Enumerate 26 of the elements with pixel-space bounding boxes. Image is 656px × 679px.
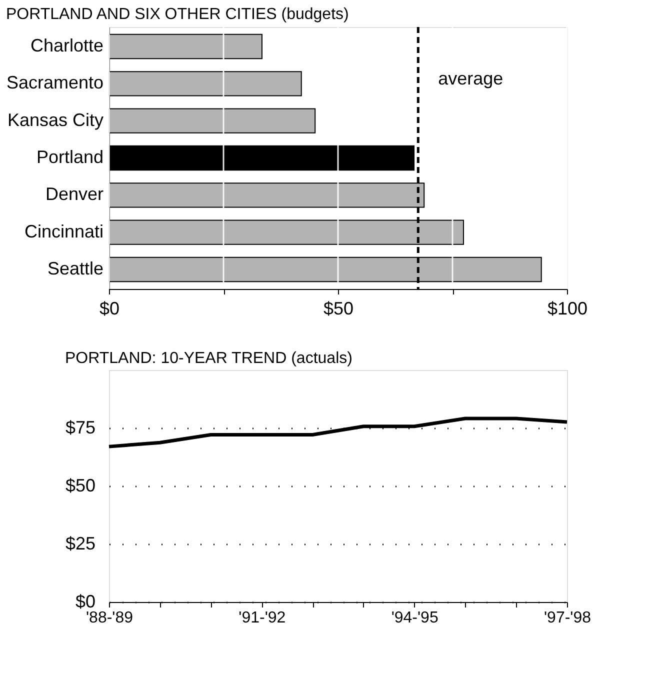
y-tick-label: $75 xyxy=(65,418,96,438)
y-tick-label: Sacramento xyxy=(6,72,104,93)
bar xyxy=(108,34,262,60)
x-tick-label: '88-'89 xyxy=(86,610,134,626)
bar xyxy=(108,145,415,171)
x-tick-label: '97-'98 xyxy=(544,610,592,626)
chart-title: PORTLAND: 10-YEAR TREND (actuals) xyxy=(64,350,352,367)
line-series xyxy=(107,416,569,448)
y-tick-label: Denver xyxy=(45,184,104,204)
x-tick-label: '91-'92 xyxy=(238,610,286,626)
x-tick-label: $0 xyxy=(99,298,120,318)
y-tick-label: $0 xyxy=(75,592,96,612)
x-tick-label: '94-'95 xyxy=(391,610,438,626)
ref-line-label: average xyxy=(438,68,504,88)
y-tick-label: Kansas City xyxy=(7,110,104,130)
bar xyxy=(108,108,316,134)
chart-title: PORTLAND AND SIX OTHER CITIES (budgets) xyxy=(6,6,349,23)
x-tick-label: $50 xyxy=(323,298,354,318)
y-tick-label: Portland xyxy=(36,147,104,167)
y-tick-label: Cincinnati xyxy=(24,221,104,242)
y-tick-label: Seattle xyxy=(47,258,104,278)
x-tick-label: $100 xyxy=(547,298,588,318)
y-tick-label: $50 xyxy=(65,476,96,496)
bar xyxy=(108,71,302,96)
y-tick-label: $25 xyxy=(65,534,96,554)
y-tick-label: Charlotte xyxy=(30,36,104,56)
